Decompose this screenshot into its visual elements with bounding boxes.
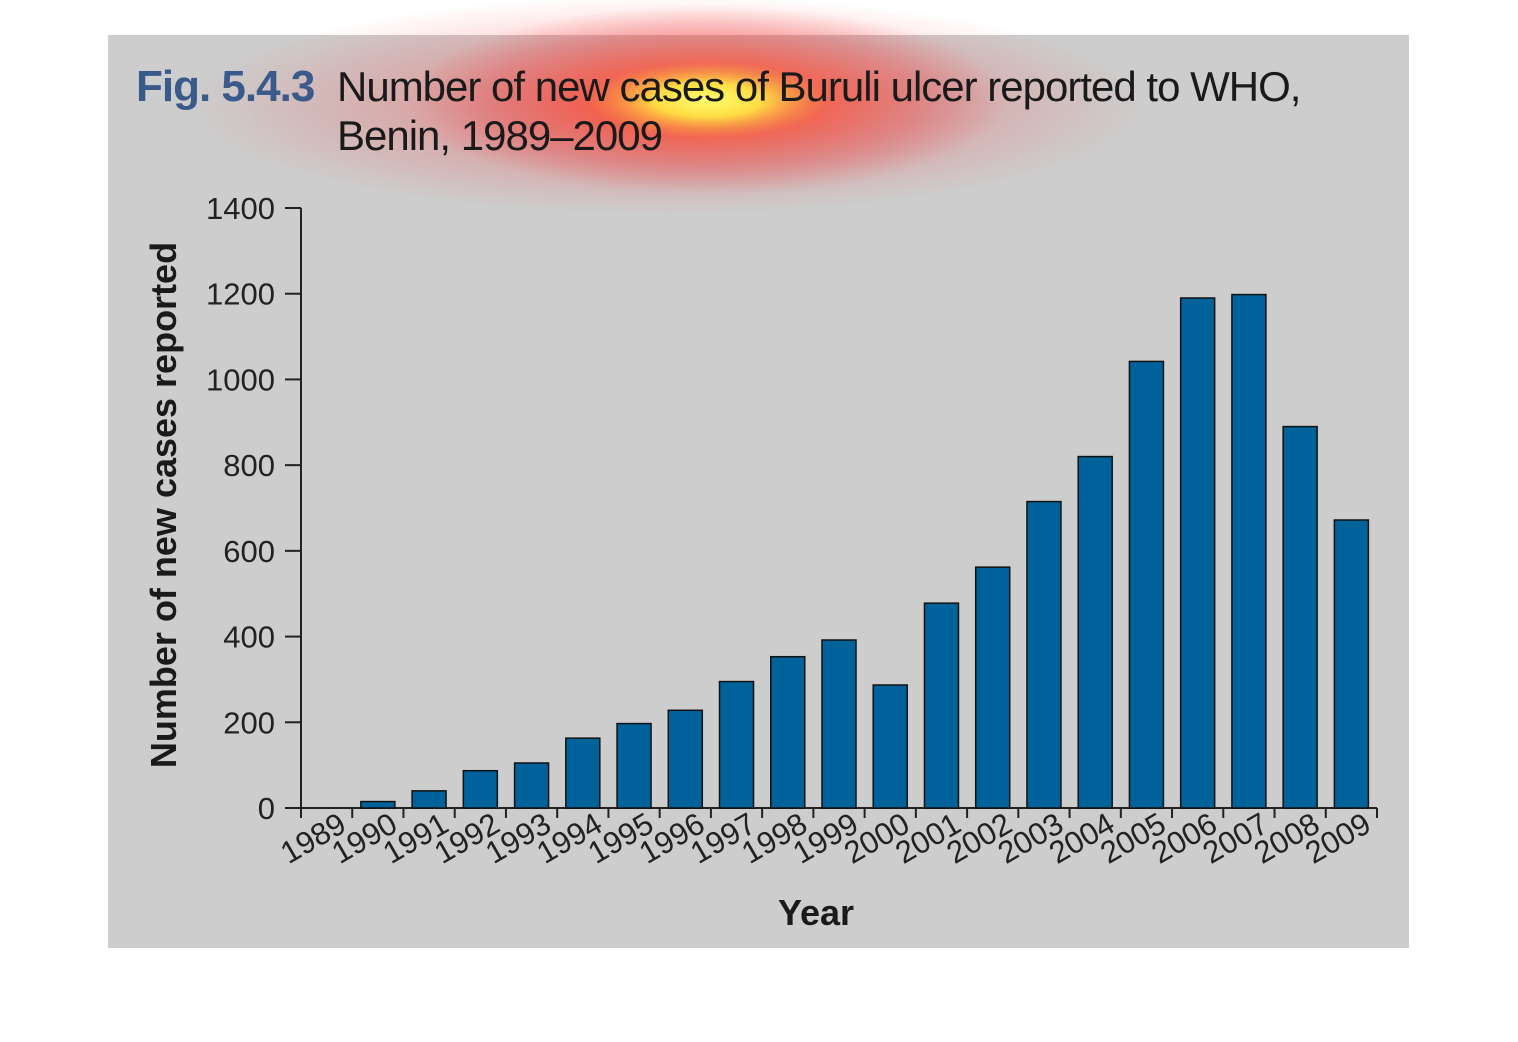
y-tick-label: 1200	[206, 277, 275, 312]
y-axis: 0 200 400 600 800 1000 1200 1400	[206, 191, 302, 826]
bar-2002	[974, 566, 1011, 809]
bar-2006	[1179, 297, 1216, 809]
figure-number: Fig. 5.4.3	[136, 62, 315, 111]
y-tick-label: 0	[258, 791, 275, 826]
bar-1995	[616, 722, 652, 809]
bar-1992	[462, 769, 499, 809]
y-axis-title: Number of new cases reported	[143, 242, 184, 768]
y-tick-label: 800	[223, 448, 275, 483]
bar-2009	[1333, 519, 1370, 809]
bar-1999	[821, 639, 857, 809]
bar-2000	[872, 684, 908, 809]
y-tick-label: 1400	[206, 191, 275, 226]
bar-2004	[1077, 455, 1113, 809]
bar-2008	[1282, 425, 1318, 809]
bar-1994	[565, 737, 601, 809]
bars	[360, 293, 1370, 809]
x-axis-title: Year	[778, 892, 854, 933]
bar-1998	[770, 655, 806, 809]
bar-2001	[923, 602, 960, 809]
bar-1990	[360, 800, 396, 809]
bar-1993	[513, 762, 550, 809]
y-tick-label: 600	[223, 534, 275, 569]
bar-1997	[718, 680, 755, 809]
bar-2003	[1026, 500, 1062, 809]
y-tick-label: 400	[223, 620, 275, 655]
y-tick-label: 200	[223, 705, 275, 740]
bar-2007	[1231, 293, 1267, 809]
bar-1996	[667, 709, 704, 809]
y-tick-label: 1000	[206, 362, 275, 397]
x-axis: 1989199019911992199319941995199619971998…	[275, 806, 1378, 871]
figure-title: Number of new cases of Buruli ulcer repo…	[337, 63, 1301, 159]
bar-1991	[411, 790, 447, 809]
bar-2005	[1128, 360, 1165, 809]
